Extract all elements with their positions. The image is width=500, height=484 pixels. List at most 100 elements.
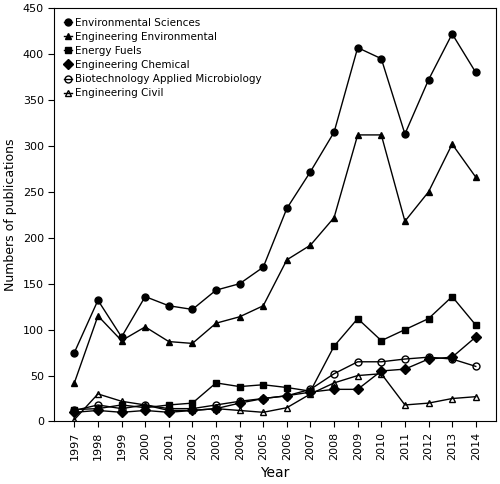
Environmental Sciences	[190, 306, 196, 312]
Engineering Civil	[213, 406, 219, 411]
Engineering Civil	[72, 417, 78, 423]
Engineering Environmental	[473, 174, 479, 180]
Engineering Civil	[449, 395, 455, 401]
Engineering Civil	[236, 408, 242, 413]
Engineering Civil	[426, 400, 432, 406]
Energy Fuels	[354, 316, 360, 321]
Engineering Civil	[331, 380, 337, 386]
Environmental Sciences	[118, 334, 124, 340]
Engineering Environmental	[236, 314, 242, 320]
Engineering Chemical	[72, 409, 78, 415]
Biotechnology Applied Microbiology	[213, 402, 219, 408]
Environmental Sciences	[473, 70, 479, 76]
Engineering Chemical	[331, 386, 337, 392]
Engineering Chemical	[378, 368, 384, 374]
Biotechnology Applied Microbiology	[190, 406, 196, 411]
Engineering Environmental	[72, 380, 78, 386]
Line: Energy Fuels: Energy Fuels	[71, 293, 479, 413]
Engineering Chemical	[354, 386, 360, 392]
Engineering Civil	[308, 391, 314, 397]
Biotechnology Applied Microbiology	[378, 359, 384, 364]
Environmental Sciences	[142, 294, 148, 300]
Engineering Civil	[166, 408, 172, 413]
Engineering Chemical	[213, 406, 219, 411]
Energy Fuels	[190, 400, 196, 406]
Biotechnology Applied Microbiology	[142, 402, 148, 408]
Environmental Sciences	[213, 287, 219, 293]
Engineering Environmental	[95, 313, 101, 319]
Engineering Chemical	[166, 409, 172, 415]
Line: Engineering Civil: Engineering Civil	[71, 370, 479, 423]
Biotechnology Applied Microbiology	[95, 402, 101, 408]
Engineering Environmental	[354, 132, 360, 138]
Biotechnology Applied Microbiology	[354, 359, 360, 364]
Legend: Environmental Sciences, Engineering Environmental, Energy Fuels, Engineering Che: Environmental Sciences, Engineering Envi…	[60, 14, 266, 103]
Biotechnology Applied Microbiology	[72, 408, 78, 413]
Environmental Sciences	[95, 297, 101, 303]
Biotechnology Applied Microbiology	[402, 356, 408, 362]
Energy Fuels	[426, 316, 432, 321]
Engineering Civil	[260, 409, 266, 415]
Engineering Civil	[142, 402, 148, 408]
Engineering Environmental	[213, 320, 219, 326]
Engineering Chemical	[260, 395, 266, 401]
Engineering Chemical	[473, 334, 479, 340]
Energy Fuels	[378, 338, 384, 344]
Engineering Civil	[378, 371, 384, 377]
Environmental Sciences	[72, 350, 78, 356]
Biotechnology Applied Microbiology	[308, 386, 314, 392]
Y-axis label: Numbers of publications: Numbers of publications	[4, 138, 17, 291]
Line: Environmental Sciences: Environmental Sciences	[71, 30, 479, 356]
Engineering Environmental	[190, 341, 196, 347]
Environmental Sciences	[449, 31, 455, 37]
Energy Fuels	[213, 380, 219, 386]
Energy Fuels	[284, 385, 290, 391]
Environmental Sciences	[308, 169, 314, 175]
Energy Fuels	[166, 402, 172, 408]
Environmental Sciences	[331, 129, 337, 135]
Environmental Sciences	[166, 303, 172, 309]
Line: Engineering Environmental: Engineering Environmental	[71, 132, 479, 386]
Environmental Sciences	[402, 131, 408, 137]
Energy Fuels	[331, 343, 337, 349]
Engineering Environmental	[260, 303, 266, 309]
Engineering Chemical	[449, 354, 455, 360]
Environmental Sciences	[378, 56, 384, 61]
Biotechnology Applied Microbiology	[236, 398, 242, 404]
Energy Fuels	[72, 407, 78, 412]
Biotechnology Applied Microbiology	[260, 395, 266, 401]
Biotechnology Applied Microbiology	[426, 354, 432, 360]
Engineering Environmental	[449, 141, 455, 147]
Energy Fuels	[95, 406, 101, 411]
Engineering Chemical	[95, 408, 101, 413]
Energy Fuels	[142, 405, 148, 410]
Engineering Environmental	[166, 339, 172, 345]
Energy Fuels	[402, 327, 408, 333]
Line: Engineering Chemical: Engineering Chemical	[71, 333, 479, 416]
Biotechnology Applied Microbiology	[331, 371, 337, 377]
Energy Fuels	[473, 322, 479, 328]
Engineering Chemical	[142, 408, 148, 413]
Engineering Chemical	[190, 408, 196, 413]
Engineering Chemical	[308, 389, 314, 395]
Engineering Environmental	[284, 257, 290, 263]
Engineering Chemical	[426, 356, 432, 362]
Engineering Civil	[190, 408, 196, 413]
Energy Fuels	[118, 402, 124, 408]
Energy Fuels	[260, 382, 266, 388]
Environmental Sciences	[284, 206, 290, 212]
Engineering Civil	[95, 391, 101, 397]
Biotechnology Applied Microbiology	[449, 356, 455, 362]
Environmental Sciences	[236, 281, 242, 287]
Energy Fuels	[236, 384, 242, 390]
Energy Fuels	[449, 294, 455, 300]
Engineering Environmental	[118, 338, 124, 344]
Engineering Chemical	[284, 393, 290, 399]
Engineering Civil	[473, 394, 479, 400]
Engineering Environmental	[378, 132, 384, 138]
Biotechnology Applied Microbiology	[284, 393, 290, 399]
Environmental Sciences	[260, 264, 266, 270]
Engineering Environmental	[402, 218, 408, 224]
Biotechnology Applied Microbiology	[118, 406, 124, 411]
Environmental Sciences	[426, 77, 432, 83]
